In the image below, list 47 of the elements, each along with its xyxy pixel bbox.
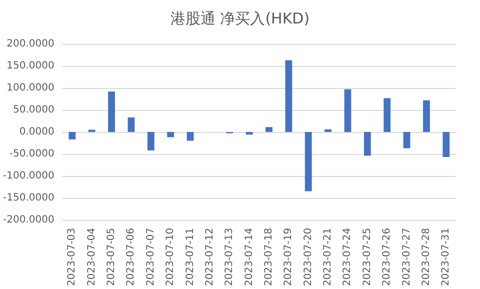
- x-tick-label: 2023-07-19: [283, 228, 294, 286]
- y-tick-label: 50.0000: [12, 104, 54, 116]
- bar: [285, 60, 292, 132]
- x-tick-label: 2023-07-21: [322, 228, 334, 286]
- bar: [324, 129, 332, 132]
- chart-title: 港股通 净买入(HKD): [170, 10, 310, 28]
- bar: [167, 132, 174, 138]
- bar: [108, 91, 115, 132]
- x-tick-label: 2023-07-26: [382, 228, 393, 286]
- bar: [128, 117, 135, 132]
- x-tick-label: 2023-07-04: [86, 228, 98, 286]
- y-tick-label: 100.0000: [6, 82, 54, 94]
- x-tick-label: 2023-07-03: [66, 228, 78, 286]
- y-tick-label: -100.0000: [2, 170, 54, 182]
- bar: [403, 132, 410, 148]
- bar: [344, 89, 352, 132]
- x-tick-label: 2023-07-28: [420, 228, 432, 286]
- bar: [364, 132, 371, 156]
- bar: [304, 132, 312, 192]
- bar: [442, 132, 450, 158]
- x-tick-label: 2023-07-14: [244, 228, 255, 286]
- y-tick-label: 0.0000: [19, 126, 54, 138]
- bar: [384, 98, 391, 132]
- bar: [68, 132, 76, 140]
- bar: [246, 132, 253, 135]
- y-tick-label: 200.0000: [6, 38, 54, 50]
- x-tick-label: 2023-07-12: [204, 228, 216, 286]
- x-tick-label: 2023-07-20: [302, 228, 314, 286]
- x-tick-label: 2023-07-31: [440, 228, 452, 286]
- x-tick-label: 2023-07-27: [401, 228, 412, 286]
- x-tick-label: 2023-07-18: [264, 228, 275, 286]
- x-tick-label: 2023-07-13: [224, 228, 236, 286]
- y-tick-label: -150.0000: [2, 192, 54, 204]
- x-tick-label: 2023-07-24: [342, 228, 354, 286]
- x-tick-label: 2023-07-11: [184, 228, 196, 286]
- x-tick-label: 2023-07-10: [165, 228, 176, 286]
- bar: [147, 132, 154, 150]
- y-tick-label: -50.0000: [9, 148, 54, 160]
- x-tick-label: 2023-07-05: [106, 228, 118, 286]
- y-tick-label: 150.0000: [6, 60, 54, 72]
- bar: [266, 127, 272, 132]
- x-tick-label: 2023-07-25: [362, 228, 373, 286]
- x-tick-label: 2023-07-07: [145, 228, 156, 286]
- bar: [186, 132, 194, 141]
- x-tick-label: 2023-07-06: [126, 228, 137, 286]
- y-tick-label: -200.0000: [2, 214, 54, 226]
- bar: [423, 100, 430, 132]
